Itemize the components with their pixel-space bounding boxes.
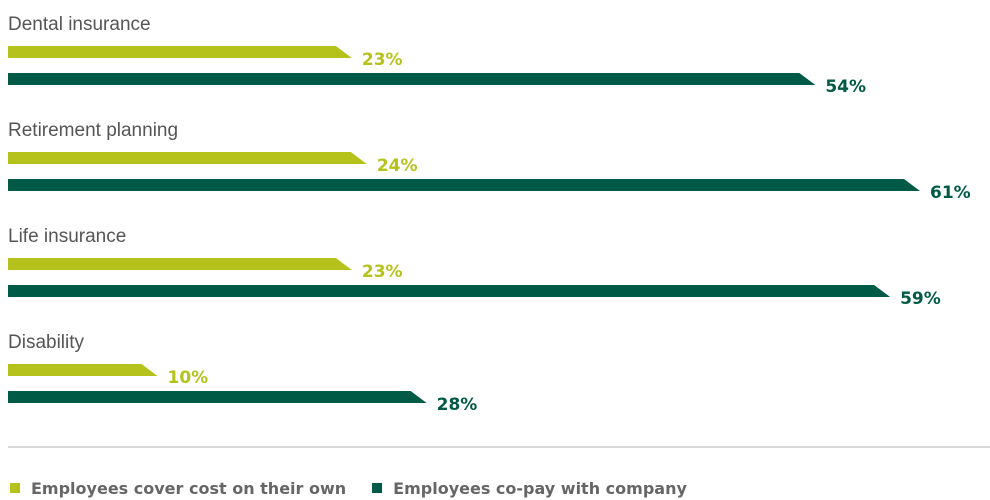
- legend-item-copay: Employees co-pay with company: [372, 479, 687, 498]
- value-label: 23%: [362, 262, 403, 282]
- legend-swatch-own: [10, 483, 20, 493]
- bar-series-1: [8, 391, 427, 403]
- legend-divider: [8, 446, 990, 448]
- bar-series-0: [8, 46, 352, 58]
- value-label: 10%: [168, 368, 209, 388]
- category-group-3: Disability 10% 28%: [8, 332, 477, 415]
- category-group-2: Life insurance 23% 59%: [8, 226, 941, 309]
- category-label: Disability: [8, 332, 85, 353]
- value-label: 59%: [900, 289, 941, 309]
- bar-series-1: [8, 285, 891, 297]
- bar-series-0: [8, 258, 352, 270]
- category-group-1: Retirement planning 24% 61%: [8, 120, 971, 203]
- bar-series-0: [8, 364, 158, 376]
- value-label: 24%: [377, 156, 418, 176]
- value-label: 23%: [362, 50, 403, 70]
- category-label: Life insurance: [8, 226, 126, 247]
- legend-item-own: Employees cover cost on their own: [10, 479, 346, 498]
- bar-series-1: [8, 73, 816, 85]
- bar-series-1: [8, 179, 920, 191]
- legend-swatch-copay: [372, 483, 383, 493]
- value-label: 54%: [825, 77, 866, 97]
- legend: Employees cover cost on their own Employ…: [10, 476, 713, 500]
- bar-series-0: [8, 152, 367, 164]
- category-label: Retirement planning: [8, 120, 178, 141]
- value-label: 61%: [930, 183, 971, 203]
- category-label: Dental insurance: [8, 14, 151, 35]
- legend-label-copay: Employees co-pay with company: [393, 478, 687, 498]
- bar-chart: Dental insurance 23% 54% Retirement plannin…: [8, 14, 971, 415]
- category-group-0: Dental insurance 23% 54%: [8, 14, 866, 97]
- legend-label-own: Employees cover cost on their own: [31, 478, 347, 498]
- value-label: 28%: [437, 395, 478, 415]
